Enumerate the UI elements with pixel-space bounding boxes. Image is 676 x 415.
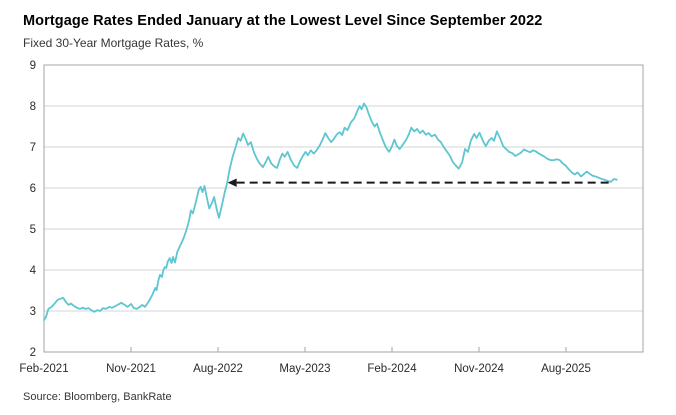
plot-border	[43, 64, 644, 353]
chart-title: Mortgage Rates Ended January at the Lowe…	[23, 13, 543, 29]
y-tick-label: 9	[30, 60, 36, 72]
y-tick-label: 8	[30, 101, 36, 113]
source-note: Source: Bloomberg, BankRate	[23, 391, 172, 403]
chart-subtitle: Fixed 30-Year Mortgage Rates, %	[23, 36, 204, 50]
mortgage-rate-series-line	[43, 102, 618, 321]
y-tick-label: 5	[30, 224, 36, 236]
lowest-level-annotation-arrow	[227, 178, 612, 187]
arrow-head	[227, 178, 237, 187]
y-tick-label: 3	[30, 306, 36, 318]
x-axis-ticks	[43, 347, 567, 352]
y-tick-label: 7	[30, 142, 36, 154]
x-tick-label: May-2023	[279, 363, 330, 375]
x-tick-label: Aug-2025	[541, 363, 591, 375]
gridlines	[44, 105, 643, 312]
x-tick-label: Feb-2024	[367, 363, 417, 375]
x-axis-labels: Feb-2021 Nov-2021 Aug-2022 May-2023 Feb-2024…	[19, 363, 591, 375]
y-tick-label: 2	[30, 347, 36, 359]
x-tick-label: Nov-2024	[454, 363, 504, 375]
y-tick-label: 4	[30, 265, 37, 277]
y-axis-labels: 9 8 7 6 5 4 3 2	[30, 60, 37, 359]
x-tick-label: Nov-2021	[106, 363, 156, 375]
x-tick-label: Aug-2022	[193, 363, 243, 375]
x-tick-label: Feb-2021	[19, 363, 68, 375]
y-tick-label: 6	[30, 183, 36, 195]
